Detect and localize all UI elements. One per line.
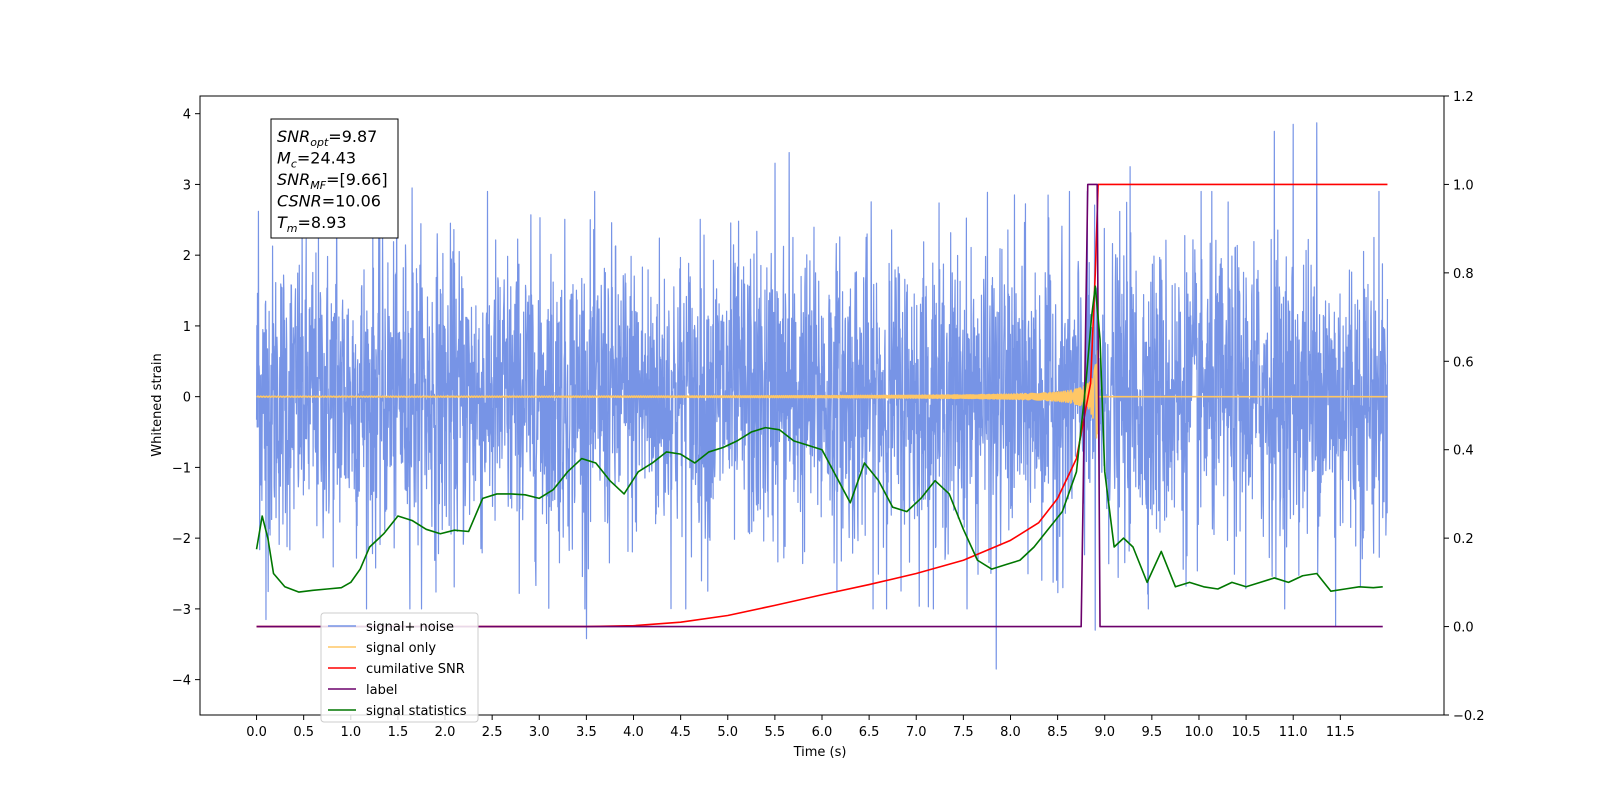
annotation-subscript: c [291,158,297,171]
y-tick-label: −1 [172,461,191,476]
annotation-symbol: SNR [277,170,310,189]
x-tick-label: 7.0 [906,725,927,740]
y2-tick-label: 0.2 [1453,532,1474,547]
series-layer [255,122,1389,670]
y-axis-right: −0.2 0.0 0.2 0.4 0.6 0.8 1.0 1.2 [1444,90,1485,724]
x-tick-label: 6.0 [812,725,833,740]
y2-tick-label: 1.0 [1453,178,1474,193]
x-tick-label: 9.5 [1142,725,1163,740]
y2-tick-label: −0.2 [1453,709,1485,724]
x-tick-label: 1.0 [340,725,361,740]
x-tick-label: 2.0 [435,725,456,740]
legend-label: cumilative SNR [366,662,465,677]
y-axis-left: −4 −3 −2 −1 0 1 2 3 4 [172,108,200,689]
y2-tick-label: 1.2 [1453,90,1474,105]
annotation-value: =10.06 [322,192,381,211]
annotation-subscript: MF [310,179,326,192]
legend-label: signal statistics [366,704,467,719]
y-tick-label: 1 [183,320,191,335]
x-tick-label: 10.5 [1232,725,1261,740]
x-tick-label: 5.0 [717,725,738,740]
x-tick-label: 11.5 [1326,725,1355,740]
legend: signal+ noise signal only cumilative SNR la… [320,612,479,723]
annotation-line: SNRopt=9.87 [277,127,377,149]
series-signal-noise-line [255,122,1389,670]
y2-tick-label: 0.6 [1453,355,1474,370]
y-tick-label: 3 [183,178,191,193]
series-signal-only-line [256,350,1388,439]
x-tick-label: 0.5 [293,725,314,740]
legend-label: signal+ noise [366,620,454,635]
annotation-subscript: opt [310,136,329,149]
y-tick-label: −2 [172,532,191,547]
x-tick-label: 4.0 [623,725,644,740]
annotation-value: =[9.66] [326,170,388,189]
annotation-frame [270,118,399,239]
x-tick-label: 0.0 [246,725,267,740]
x-tick-label: 6.5 [859,725,880,740]
annotation-line: SNRMF=[9.66] [277,170,388,192]
x-axis-label: Time (s) [793,745,847,760]
annotation-symbol: T [277,213,288,232]
x-tick-label: 3.0 [529,725,550,740]
annotation-box: SNRopt=9.87Mc=24.43SNRMF=[9.66]CSNR=10.0… [270,118,399,239]
y-tick-label: 4 [183,108,191,123]
x-tick-label: 1.5 [388,725,409,740]
y-tick-label: 0 [183,391,191,406]
annotation-value: =9.87 [328,127,377,146]
annotation-line: Tm=8.93 [277,213,347,235]
y-tick-label: −4 [172,674,191,689]
x-axis: 0.0 0.5 1.0 1.5 2.0 2.5 3.0 3.5 4.0 4.5 5.0 5.5 6.0 6… [246,715,1355,740]
y-axis-label: Whitened strain [150,353,165,456]
series-cumilative-snr-line [256,183,1388,628]
y-tick-label: 2 [183,249,191,264]
x-tick-label: 9.0 [1094,725,1115,740]
legend-label: signal only [366,641,436,656]
y2-tick-label: 0.8 [1453,267,1474,282]
annotation-symbol: SNR [277,127,310,146]
series-label-line [256,183,1383,628]
y2-tick-label: 0.4 [1453,444,1474,459]
x-tick-label: 8.5 [1047,725,1068,740]
x-tick-label: 8.0 [1000,725,1021,740]
legend-label: label [366,683,397,698]
annotation-symbol: M [277,149,291,168]
x-tick-label: 2.5 [482,725,503,740]
annotation-symbol: CSNR [277,192,322,211]
annotation-line: CSNR=10.06 [277,192,381,211]
x-tick-label: 10.0 [1184,725,1213,740]
annotation-value: =8.93 [298,213,347,232]
x-tick-label: 4.5 [670,725,691,740]
annotation-subscript: m [287,222,298,235]
series-signal-statistics-line [255,285,1383,593]
annotation-value: =24.43 [297,149,356,168]
x-tick-label: 3.5 [576,725,597,740]
x-tick-label: 11.0 [1279,725,1308,740]
legend-frame [320,612,479,723]
annotation-line: Mc=24.43 [277,149,356,171]
y-tick-label: −3 [172,603,191,618]
y2-tick-label: 0.0 [1453,621,1474,636]
plot-area [255,122,1389,670]
x-tick-label: 5.5 [765,725,786,740]
x-tick-label: 7.5 [953,725,974,740]
